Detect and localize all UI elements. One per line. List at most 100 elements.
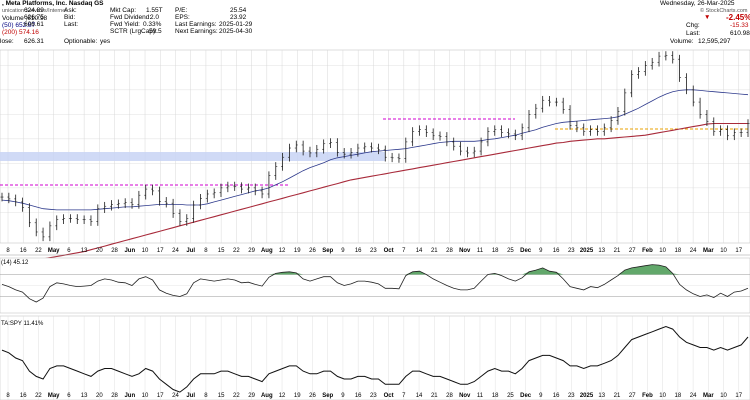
x-tick-label: Nov [459,248,471,254]
bottom-tick-label: 10 [142,393,149,399]
watermark: © StockCharts.com [700,8,748,14]
optionable-label: Optionable: [64,38,98,45]
chart-header: , Meta Platforms, Inc. Nasdaq GS unicati… [0,0,750,50]
fwd-div-value: 2.0 [150,14,160,21]
bid-label: Bid: [64,14,76,21]
bottom-tick-label: Oct [384,393,394,399]
x-tick-label: 20 [96,248,103,254]
high-value: 626.75 [24,14,44,21]
last2-value: 610.98 [730,30,750,37]
bottom-tick-label: 18 [675,393,682,399]
bottom-tick-label: 13 [81,393,88,399]
bottom-tick-label: 16 [355,393,362,399]
sector-line: unication Services/Internet [2,8,67,14]
company-title: , Meta Platforms, Inc. Nasdaq GS [2,0,104,7]
bottom-tick-label: May [48,393,60,399]
bottom-tick-label: 6 [67,393,71,399]
low-value: 606.61 [24,21,44,28]
bottom-tick-label: 17 [735,393,742,399]
bottom-tick-label: 9 [341,393,345,399]
x-tick-label: Feb [642,248,653,254]
chart-date: Wednesday, 26-Mar-2025 [660,0,735,7]
x-tick-label: 2025 [580,248,594,254]
mktcap-value: 1.55T [146,7,163,14]
bottom-tick-label: 7 [402,393,406,399]
bottom-tick-label: Jun [124,393,135,399]
x-tick-label: 22 [35,248,42,254]
ma-line-1: Volume ,610.98 [2,15,48,22]
pe-label: P/E: [175,7,188,14]
bottom-tick-label: 9 [539,393,543,399]
mktcap-label: Mkt Cap: [110,7,137,14]
last2-label: Last: [686,30,701,37]
pe-value: 25.54 [230,7,247,14]
x-tick-label: 6 [67,248,71,254]
x-tick-label: Sep [322,248,333,254]
rsi-line [1,264,749,303]
x-tick-label: 21 [614,248,621,254]
ma50-line [1,89,749,211]
x-tick-label: 24 [172,248,179,254]
x-tick-label: 28 [111,248,118,254]
bottom-tick-label: 23 [370,393,377,399]
fwd-yield-label: Fwd Yield: [110,21,140,28]
x-tick-label: 25 [507,248,514,254]
sctr-value: 59.5 [149,28,162,35]
x-tick-label: 24 [690,248,697,254]
x-tick-label: 10 [142,248,149,254]
bottom-tick-label: 23 [568,393,575,399]
x-tick-label: Jun [124,248,135,254]
volume-value: 12,595,297 [698,38,731,45]
open-value: 624.89 [24,7,44,14]
bottom-tick-label: 28 [446,393,453,399]
x-tick-label: 12 [279,248,286,254]
x-tick-label: 16 [355,248,362,254]
x-tick-label: 17 [735,248,742,254]
ma200-line [1,122,748,267]
bottom-tick-label: 22 [233,393,240,399]
x-tick-label: 8 [204,248,208,254]
x-tick-label: 16 [20,248,27,254]
relative-label: TA:SPY 11.41% [1,321,44,327]
x-tick-label: Jul [186,248,195,254]
bottom-tick-label: 18 [492,393,499,399]
x-tick-label: 13 [598,248,605,254]
pct-change: -2.45% [726,13,750,22]
x-tick-label: 23 [568,248,575,254]
x-tick-label: 18 [675,248,682,254]
price-panel-frame [0,49,750,244]
bottom-tick-label: 19 [294,393,301,399]
x-tick-label: 26 [309,248,316,254]
x-tick-label: 10 [659,248,666,254]
bottom-tick-label: Sep [322,393,333,399]
bottom-tick-label: 10 [720,393,727,399]
bottom-tick-label: 15 [218,393,225,399]
x-tick-label: 16 [553,248,560,254]
x-tick-label: 13 [81,248,88,254]
bottom-tick-label: 17 [157,393,164,399]
eps-value: 23.92 [230,14,247,21]
chg-label: Chg: [686,22,700,29]
bottom-tick-label: 25 [507,393,514,399]
last-earnings-value: 2025-01-29 [219,21,253,28]
bottom-tick-label: 11 [477,393,484,399]
bottom-tick-label: 12 [279,393,286,399]
x-tick-label: 21 [431,248,438,254]
volume-label: Volume: [670,38,694,45]
bottom-tick-label: 24 [690,393,697,399]
x-tick-label: 15 [218,248,225,254]
x-tick-label: 9 [539,248,543,254]
bottom-tick-label: 16 [553,393,560,399]
ma200-legend: (200) 574.16 [2,29,39,36]
bottom-tick-label: Feb [642,393,653,399]
fwd-yield-value: 0.33% [143,21,162,28]
x-tick-label: 19 [294,248,301,254]
close-label: lose: [0,38,14,45]
x-tick-label: Aug [261,248,273,254]
down-arrow-icon: ▼ [704,14,711,21]
x-tick-label: 28 [446,248,453,254]
next-earnings-value: 2025-04-30 [219,28,253,35]
x-tick-label: 18 [492,248,499,254]
bottom-tick-label: Aug [261,393,273,399]
